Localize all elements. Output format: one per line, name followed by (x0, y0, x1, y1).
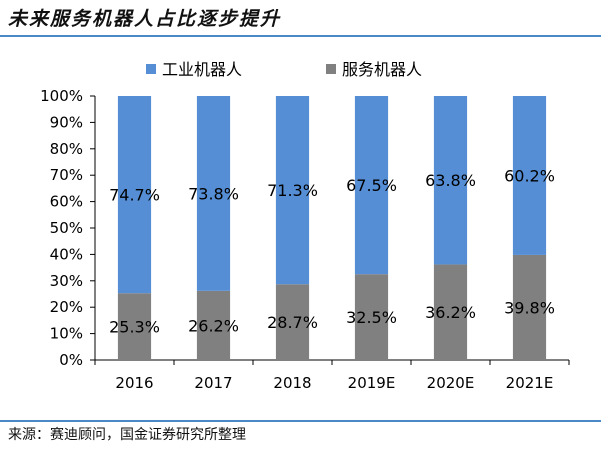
y-tick-label: 10% (50, 325, 83, 343)
title-divider (0, 35, 601, 37)
bar-industrial (433, 96, 468, 265)
bar-data-label: 32.5% (346, 308, 397, 327)
legend-swatch (146, 64, 156, 74)
y-tick-label: 60% (50, 193, 83, 211)
stacked-bar-chart: 0% 10% 20% 30% 40% 50% 60% 70% 80% 90% 100% 25.3% 74… (40, 60, 570, 392)
bar-industrial (275, 96, 310, 285)
y-tick-label: 70% (50, 166, 83, 184)
bar-data-label: 36.2% (425, 303, 476, 322)
x-tick-label: 2016 (115, 374, 153, 392)
x-tick-label: 2020E (427, 374, 475, 392)
legend-swatch (326, 64, 336, 74)
bar-data-label: 26.2% (188, 316, 239, 335)
y-tick-label: 100% (40, 87, 83, 105)
bar-service (354, 274, 389, 360)
bar-data-label: 71.3% (267, 181, 318, 200)
y-tick-label: 50% (50, 219, 83, 237)
bar-data-label: 67.5% (346, 176, 397, 195)
bar-service (433, 264, 468, 360)
bar-data-label: 39.8% (504, 298, 555, 317)
x-tick-label: 2017 (194, 374, 232, 392)
bar-data-label: 63.8% (425, 171, 476, 190)
bar-industrial (512, 96, 547, 255)
bar-data-label: 74.7% (109, 186, 160, 205)
bar-data-label: 60.2% (504, 166, 555, 185)
bar-industrial (117, 96, 152, 294)
bar-data-label: 73.8% (188, 184, 239, 203)
x-tick-label: 2021E (506, 374, 554, 392)
bar-service (512, 254, 547, 360)
y-tick-label: 80% (50, 140, 83, 158)
source-note: 来源：赛迪顾问，国金证券研究所整理 (8, 427, 246, 443)
x-tick-label: 2018 (273, 374, 311, 392)
y-tick-label: 40% (50, 245, 83, 263)
y-tick-label: 90% (50, 113, 83, 131)
legend-label: 工业机器人 (162, 60, 242, 79)
bar-service (275, 284, 310, 360)
x-tick-label: 2019E (348, 374, 396, 392)
bar-data-label: 28.7% (267, 313, 318, 332)
chart-title: 未来服务机器人占比逐步提升 (8, 8, 282, 30)
bar-industrial (196, 96, 231, 291)
footer-divider (0, 420, 601, 422)
legend-label: 服务机器人 (342, 60, 422, 79)
y-tick-label: 20% (50, 298, 83, 316)
y-tick-label: 0% (59, 351, 83, 369)
y-tick-label: 30% (50, 272, 83, 290)
bar-service (196, 290, 231, 360)
bar-data-label: 25.3% (109, 318, 160, 337)
bar-service (117, 293, 152, 360)
bar-industrial (354, 96, 389, 275)
